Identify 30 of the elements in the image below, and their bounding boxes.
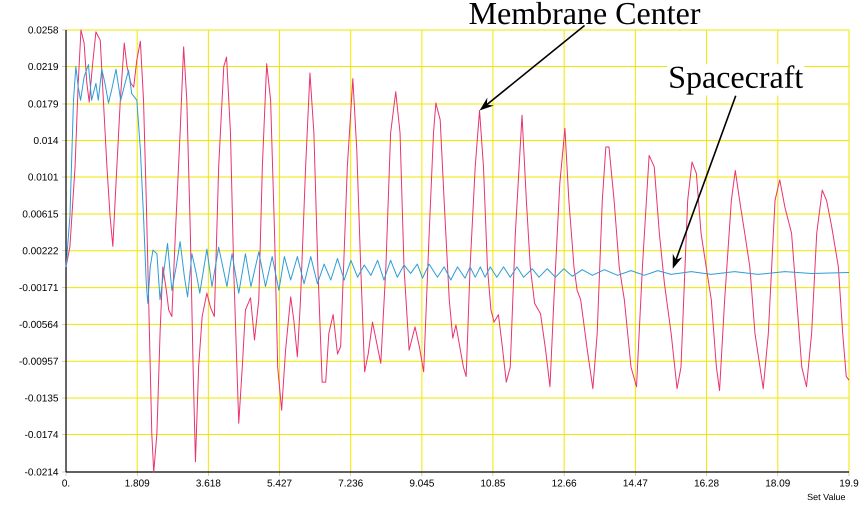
y-tick-label: 0.00222: [22, 247, 58, 254]
x-tick-label: 12.66: [552, 480, 576, 487]
line-series: [66, 64, 850, 304]
y-tick-label: -0.0214: [25, 468, 58, 476]
x-tick-label: 10.85: [481, 480, 506, 487]
y-tick-label: -0.0174: [25, 430, 58, 438]
x-tick-label: 5.427: [267, 480, 292, 487]
line-series: [66, 29, 850, 472]
y-tick-label: -0.00564: [19, 320, 58, 328]
x-axis-title: Set Value: [808, 494, 846, 500]
x-tick-label: 9.045: [410, 480, 434, 487]
x-tick-label: 14.47: [624, 480, 648, 486]
y-tick-label: 0.014: [34, 136, 58, 144]
y-tick-label: 0.0219: [28, 62, 58, 70]
annotation: Spacecraft: [670, 65, 804, 95]
annotation: Membrane Center: [470, 2, 700, 24]
y-tick-label: 0.0101: [28, 173, 58, 181]
y-tick-label: -0.00171: [19, 284, 58, 292]
x-tick-label: 1.809: [125, 480, 150, 487]
x-tick-label: 16.28: [694, 480, 719, 487]
y-tick-label: -0.00957: [19, 358, 58, 365]
x-tick-label: 0.: [62, 480, 70, 487]
x-tick-label: 19.9: [840, 480, 858, 487]
y-tick-label: 0.0258: [28, 26, 58, 34]
x-tick-label: 3.618: [196, 480, 220, 487]
y-tick-label: 0.0179: [28, 100, 58, 108]
x-tick-label: 7.236: [338, 480, 363, 487]
y-tick-label: 0.00615: [22, 210, 58, 218]
x-tick-label: 18.09: [766, 480, 790, 487]
y-tick-label: -0.0135: [25, 394, 58, 402]
